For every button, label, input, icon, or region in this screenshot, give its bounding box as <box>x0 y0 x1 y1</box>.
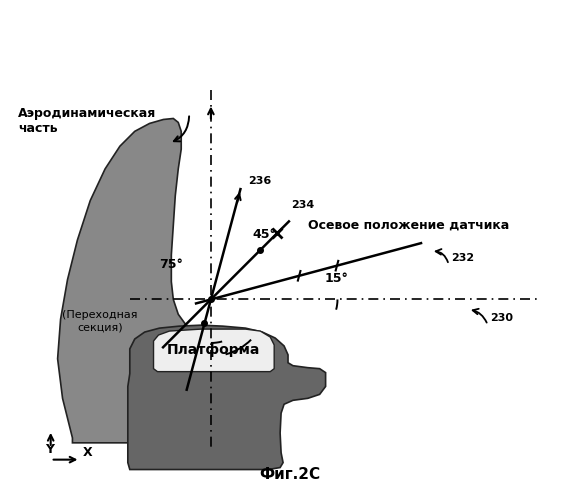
Polygon shape <box>128 325 325 470</box>
Polygon shape <box>57 118 213 443</box>
Text: Y: Y <box>45 442 54 456</box>
Text: Фиг.2C: Фиг.2C <box>259 468 321 482</box>
Polygon shape <box>154 329 274 372</box>
Text: 234: 234 <box>291 200 314 209</box>
Text: 232: 232 <box>451 253 474 263</box>
Text: 236: 236 <box>248 176 271 186</box>
Text: X: X <box>82 446 92 458</box>
Text: 15°: 15° <box>325 272 349 284</box>
Text: 230: 230 <box>490 313 513 323</box>
Text: Платформа: Платформа <box>167 343 260 357</box>
Text: 45°: 45° <box>252 228 276 241</box>
Text: (Переходная
секция): (Переходная секция) <box>63 310 138 332</box>
Text: Аэродинамическая
часть: Аэродинамическая часть <box>18 106 156 134</box>
Text: 75°: 75° <box>160 258 183 271</box>
Text: Осевое положение датчика: Осевое положение датчика <box>308 218 509 232</box>
